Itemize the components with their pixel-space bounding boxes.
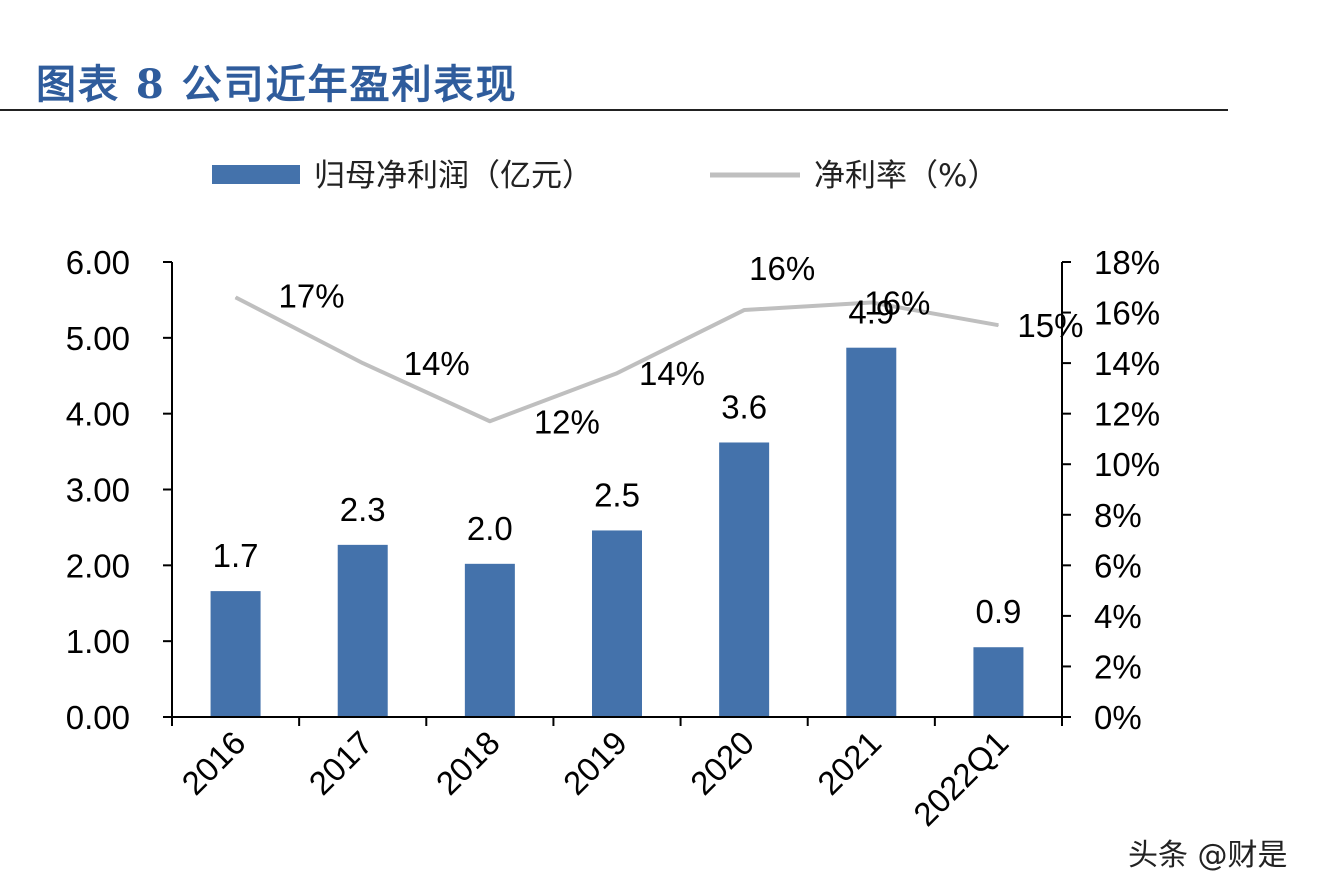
line-data-label: 16% [749, 250, 815, 287]
left-tick-label: 0.00 [66, 699, 130, 736]
bar-data-label: 2.0 [467, 510, 513, 547]
chart-title: 图表 8 公司近年盈利表现 [36, 61, 518, 108]
bar-data-label: 2.3 [340, 491, 386, 528]
legend-line-label: 净利率（%） [814, 158, 998, 194]
line-point-2020 [743, 309, 745, 311]
bar-data-label: 2.5 [594, 476, 640, 513]
right-tick-label: 18% [1094, 244, 1160, 281]
bar-2017 [337, 544, 388, 717]
x-tick-label-2017: 2017 [302, 724, 380, 802]
right-tick-label: 12% [1094, 396, 1160, 433]
bar-2020 [719, 442, 770, 717]
x-tick-label-2016: 2016 [174, 724, 252, 802]
line-data-label: 17% [279, 277, 345, 314]
line-point-2019 [616, 372, 618, 374]
line-data-label: 16% [864, 284, 930, 321]
right-tick-label: 16% [1094, 295, 1160, 332]
left-tick-label: 4.00 [66, 396, 130, 433]
bar-2019 [592, 530, 642, 717]
line-data-label: 14% [639, 355, 705, 392]
line-data-label: 15% [1017, 307, 1083, 344]
line-data-label: 14% [404, 345, 470, 382]
x-tick-label-2019: 2019 [556, 724, 634, 802]
bar-2018 [464, 563, 515, 717]
left-tick-label: 2.00 [66, 547, 130, 584]
x-tick-label-2018: 2018 [429, 724, 507, 802]
x-tick-label-2021: 2021 [810, 724, 888, 802]
bar-data-label: 1.7 [213, 537, 259, 574]
right-tick-label: 10% [1094, 446, 1160, 483]
x-tick-label-2020: 2020 [683, 724, 761, 802]
line-data-label: 12% [534, 403, 600, 440]
bar-data-label: 4.9 [848, 294, 894, 331]
title-divider [0, 109, 1228, 111]
line-point-2017 [362, 362, 364, 364]
right-tick-label: 8% [1094, 497, 1142, 534]
watermark-text: 头条 @财是 [1128, 838, 1288, 873]
legend-bar-label: 归母净利润（亿元） [314, 158, 593, 194]
left-tick-label: 6.00 [66, 244, 130, 281]
bar-2016 [210, 591, 261, 717]
x-tick-label-2022Q1: 2022Q1 [906, 724, 1015, 833]
line-point-2021 [870, 301, 872, 303]
bar-2022Q1 [973, 647, 1024, 717]
line-point-2016 [235, 296, 237, 298]
left-tick-label: 3.00 [66, 472, 130, 509]
line-point-2022Q1 [997, 324, 999, 326]
line-point-2018 [489, 420, 491, 422]
bar-data-label: 3.6 [721, 388, 767, 425]
left-tick-label: 1.00 [66, 623, 130, 660]
legend-bar-swatch [212, 165, 300, 184]
right-tick-label: 6% [1094, 547, 1142, 584]
right-tick-label: 2% [1094, 648, 1142, 685]
right-tick-label: 4% [1094, 598, 1142, 635]
right-tick-label: 0% [1094, 699, 1142, 736]
bar-2021 [846, 347, 897, 717]
bar-data-label: 0.9 [975, 593, 1021, 630]
right-tick-label: 14% [1094, 345, 1160, 382]
left-tick-label: 5.00 [66, 320, 130, 357]
